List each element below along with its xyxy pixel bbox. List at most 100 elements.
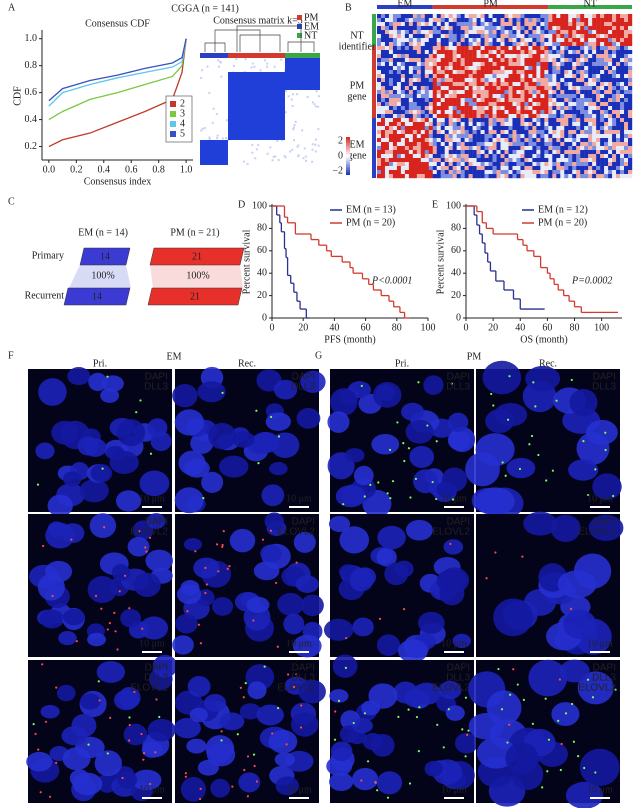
- matrix-speck: [315, 90, 318, 93]
- heatmap-cell: [444, 74, 449, 79]
- matrix-legend-label: PM: [304, 12, 319, 23]
- nucleus: [349, 568, 374, 592]
- heatmap-cell: [496, 170, 501, 175]
- heatmap-cell: [484, 114, 489, 119]
- heatmap-cell: [508, 54, 513, 59]
- matrix-speck: [203, 127, 206, 130]
- heatmap-cell: [472, 174, 477, 179]
- heatmap-cell: [440, 14, 445, 19]
- heatmap-cell: [512, 106, 517, 111]
- heatmap-cell: [500, 98, 505, 103]
- heatmap-cell: [472, 46, 477, 51]
- heatmap-cell: [496, 122, 501, 127]
- heatmap-cell: [524, 134, 529, 139]
- legend-swatch: [170, 111, 176, 117]
- heatmap-cell: [448, 90, 453, 95]
- y-tick-label: 0.6: [25, 87, 38, 98]
- heatmap-cell: [600, 62, 605, 67]
- nucleus: [493, 598, 533, 637]
- heatmap-cell: [432, 106, 437, 111]
- heatmap-cell: [464, 82, 469, 87]
- heatmap-cell: [584, 154, 589, 159]
- heatmap-cell: [604, 82, 609, 87]
- heatmap-cell: [568, 114, 573, 119]
- heatmap-cell: [424, 146, 429, 151]
- heatmap-cell: [440, 166, 445, 171]
- matrix-speck: [294, 120, 297, 123]
- heatmap-cell: [408, 118, 414, 123]
- heatmap-cell: [396, 122, 402, 127]
- heatmap-cell: [412, 86, 418, 91]
- nucleus: [465, 452, 500, 487]
- heatmap-cell: [572, 54, 577, 59]
- heatmap-cell: [400, 174, 406, 179]
- nucleus: [139, 616, 169, 640]
- heatmap-cell: [628, 122, 633, 127]
- heatmap-cell: [456, 86, 461, 91]
- signal-dot: [587, 493, 590, 497]
- nucleus: [523, 511, 558, 536]
- nucleus: [370, 733, 395, 757]
- heatmap-cell: [404, 90, 410, 95]
- heatmap-cell: [540, 62, 545, 67]
- heatmap-cell: [520, 114, 525, 119]
- heatmap-cell: [408, 30, 414, 35]
- heatmap-cell: [552, 14, 557, 19]
- heatmap-cell: [596, 46, 601, 51]
- heatmap-cell: [548, 18, 553, 23]
- heatmap-cell: [556, 146, 561, 151]
- heatmap-cell: [460, 166, 465, 171]
- heatmap-cell: [377, 62, 382, 67]
- signal-dot: [497, 667, 500, 671]
- signal-dot: [360, 779, 363, 782]
- heatmap-cell: [532, 138, 537, 143]
- nucleus: [405, 419, 434, 444]
- heatmap-cell: [576, 146, 581, 151]
- heatmap-cell: [620, 30, 625, 35]
- nucleus: [423, 375, 444, 395]
- heatmap-cell: [628, 70, 633, 75]
- heatmap-cell: [532, 158, 537, 163]
- heatmap-cell: [476, 90, 481, 95]
- nucleus: [212, 597, 234, 616]
- panel-label: B: [345, 2, 352, 13]
- matrix-speck: [219, 61, 222, 64]
- signal-dot: [532, 381, 535, 384]
- heatmap-cell: [580, 70, 585, 75]
- heatmap-cell: [392, 90, 398, 95]
- heatmap-cell: [520, 74, 525, 79]
- heatmap-cell: [536, 98, 541, 103]
- heatmap-cell: [520, 38, 525, 43]
- heatmap-cell: [408, 162, 414, 167]
- heatmap-cell: [432, 94, 437, 99]
- heatmap-cell: [452, 30, 457, 35]
- heatmap-cell: [616, 166, 621, 171]
- heatmap-cell: [460, 22, 465, 27]
- heatmap-cell: [428, 38, 433, 43]
- heatmap-cell: [544, 106, 549, 111]
- heatmap-cell: [388, 18, 394, 23]
- heatmap-cell: [592, 42, 597, 47]
- heatmap-cell: [600, 74, 605, 79]
- signal-dot: [512, 668, 515, 671]
- signal-dot: [246, 755, 250, 758]
- heatmap-cell: [504, 26, 509, 31]
- heatmap-cell: [544, 162, 549, 167]
- heatmap-cell: [528, 110, 533, 115]
- heatmap-cell: [488, 74, 493, 79]
- heatmap-cell: [400, 14, 406, 19]
- heatmap-cell: [588, 30, 593, 35]
- heatmap-cell: [496, 90, 501, 95]
- heatmap-cell: [420, 34, 426, 39]
- heatmap-cell: [604, 58, 609, 63]
- heatmap-cell: [560, 94, 565, 99]
- heatmap-cell: [568, 50, 573, 55]
- matrix-speck: [221, 137, 224, 140]
- matrix-legend-swatch: [297, 33, 302, 38]
- heatmap-cell: [436, 166, 441, 171]
- heatmap-cell: [384, 78, 390, 83]
- heatmap-cell: [432, 58, 437, 63]
- heatmap-cell: [412, 66, 418, 71]
- heatmap-cell: [568, 130, 573, 135]
- heatmap-cell: [572, 134, 577, 139]
